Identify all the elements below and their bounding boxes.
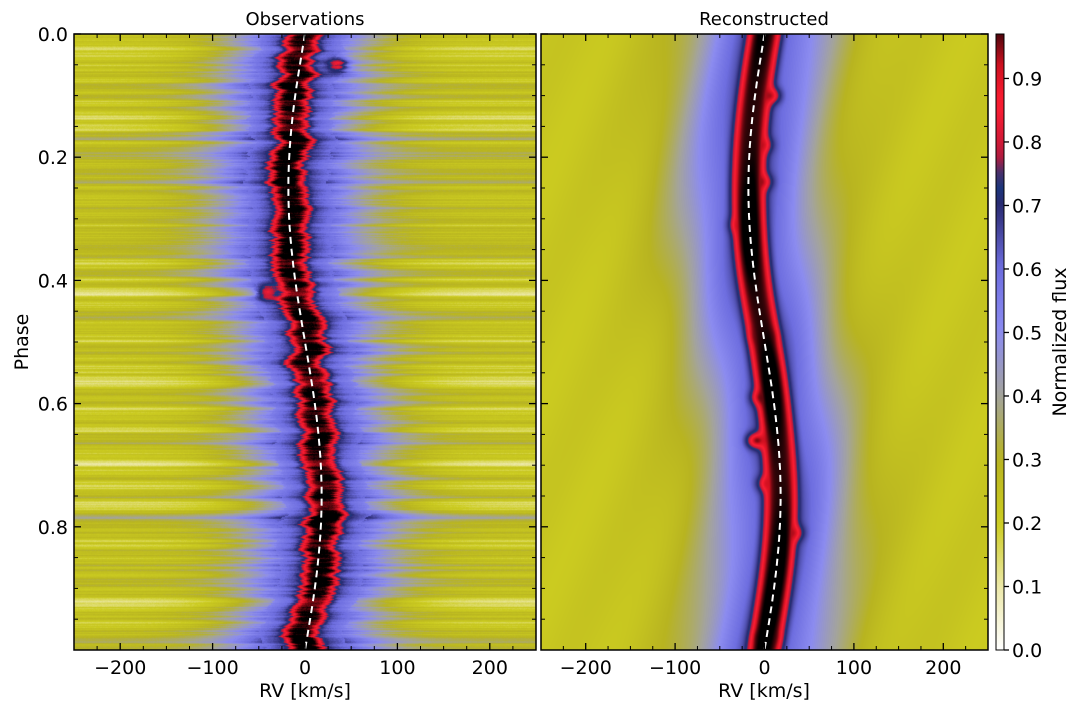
colorbar-ticks: 0.0 0.1 0.2 0.3 0.4 0.5 0.6 0.7 0.8 0.9	[1004, 68, 1042, 662]
colorbar-frame	[995, 33, 1005, 651]
colorbar-tick-label: 0.2	[1012, 513, 1042, 535]
reconstructed-heatmap-holder	[541, 34, 988, 650]
reconstructed-heatmap	[541, 34, 988, 650]
y-tick-label: 0.6	[38, 394, 68, 416]
observations-title: Observations	[246, 9, 365, 30]
x-tick-label: −100	[649, 657, 701, 679]
x-tick-label: 0	[299, 657, 311, 679]
colorbar-tick-label: 0.5	[1012, 322, 1042, 344]
observations-heatmap-holder	[74, 34, 536, 650]
y-axis-label: Phase	[11, 314, 33, 371]
panel-observations: Observations −200 −100 0 100 200 0.00.20.40.…	[11, 9, 537, 702]
panel-reconstructed: Reconstructed −200 −100 0 100 200 RV [km/s]	[540, 9, 989, 702]
colorbar-bar	[996, 34, 1004, 650]
reconstructed-x-ticks: −200 −100 0 100 200	[540, 34, 989, 679]
observations-heatmap	[74, 34, 536, 650]
x-tick-label: 100	[836, 657, 872, 679]
colorbar-tick-label: 0.4	[1012, 386, 1042, 408]
colorbar-tick-label: 0.7	[1012, 195, 1042, 217]
observations-x-axis-label: RV [km/s]	[259, 680, 351, 702]
colorbar-tick-label: 0.0	[1012, 640, 1042, 662]
colorbar-label: Normalized flux	[1049, 267, 1071, 416]
colorbar-tick-label: 0.8	[1012, 132, 1042, 154]
reconstructed-rv-curve	[747, 33, 782, 651]
colorbar: 0.0 0.1 0.2 0.3 0.4 0.5 0.6 0.7 0.8 0.9 Normalize…	[995, 33, 1071, 662]
y-tick-label: 0.8	[38, 517, 68, 539]
colorbar-tick-label: 0.1	[1012, 576, 1042, 598]
x-tick-label: 200	[472, 657, 508, 679]
x-tick-label: 200	[925, 657, 961, 679]
observations-rv-curve	[287, 33, 323, 651]
observations-x-ticks: −200 −100 0 100 200	[73, 34, 537, 679]
x-tick-label: −200	[94, 657, 146, 679]
observations-y-ticks: 0.0 0.2 0.4 0.6 0.8	[38, 24, 536, 620]
x-tick-label: 100	[379, 657, 415, 679]
colorbar-tick-label: 0.9	[1012, 68, 1042, 90]
y-tick-label: 0.4	[38, 270, 68, 292]
reconstructed-x-axis-label: RV [km/s]	[718, 680, 810, 702]
x-tick-label: −200	[560, 657, 612, 679]
colorbar-tick-label: 0.3	[1012, 449, 1042, 471]
y-tick-label: 0.0	[38, 24, 68, 46]
y-tick-label: 0.2	[38, 147, 68, 169]
x-tick-label: −100	[187, 657, 239, 679]
x-tick-label: 0	[758, 657, 770, 679]
reconstructed-y-ticks	[541, 33, 988, 620]
reconstructed-title: Reconstructed	[699, 9, 829, 30]
colorbar-tick-label: 0.6	[1012, 259, 1042, 281]
